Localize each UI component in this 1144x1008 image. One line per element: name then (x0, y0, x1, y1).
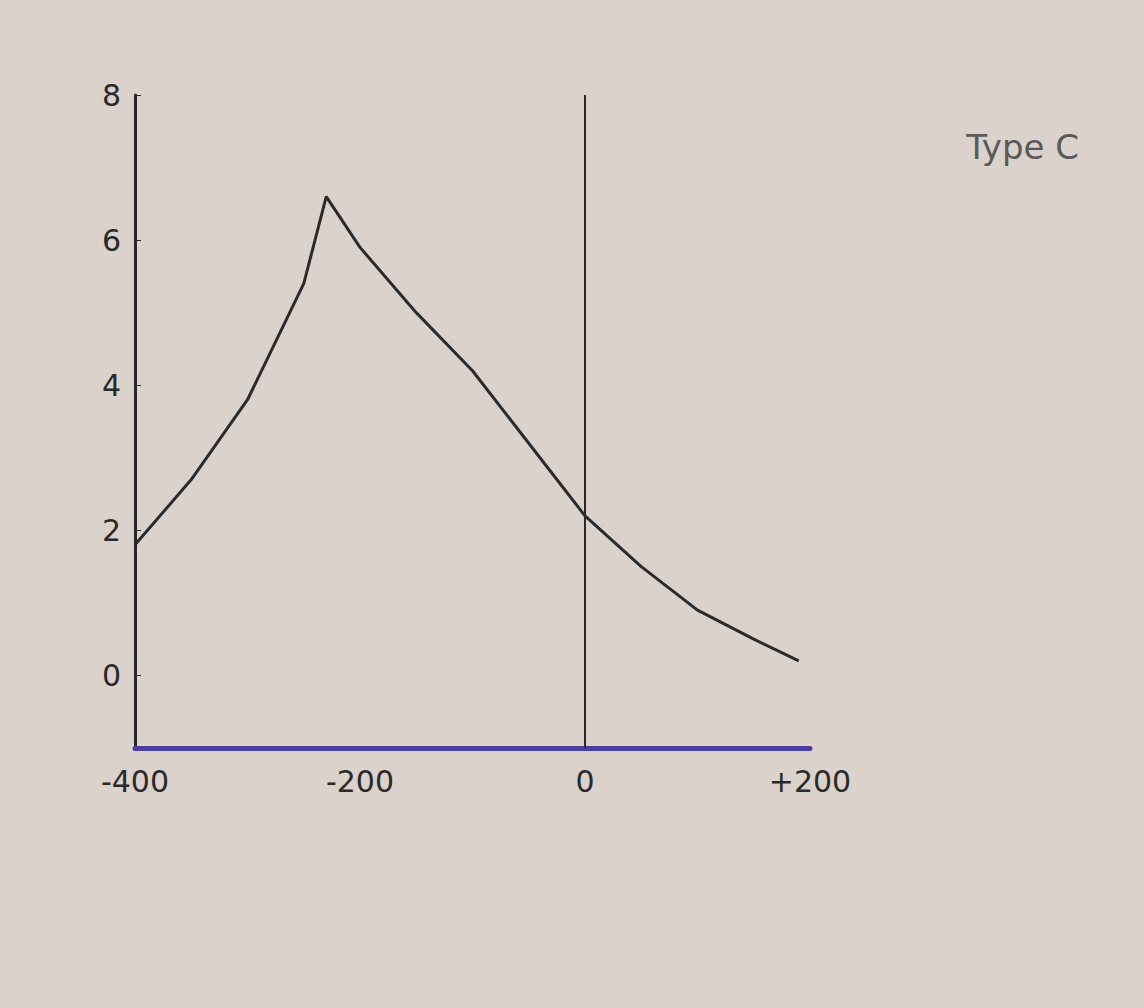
svg-text:8: 8 (102, 78, 121, 113)
svg-text:+200: +200 (769, 764, 851, 799)
svg-text:6: 6 (102, 223, 121, 258)
svg-text:Type C: Type C (965, 127, 1079, 167)
svg-text:-400: -400 (101, 764, 169, 799)
svg-text:4: 4 (102, 368, 121, 403)
svg-text:0: 0 (575, 764, 594, 799)
svg-text:2: 2 (102, 513, 121, 548)
svg-text:-200: -200 (326, 764, 394, 799)
svg-text:0: 0 (102, 658, 121, 693)
